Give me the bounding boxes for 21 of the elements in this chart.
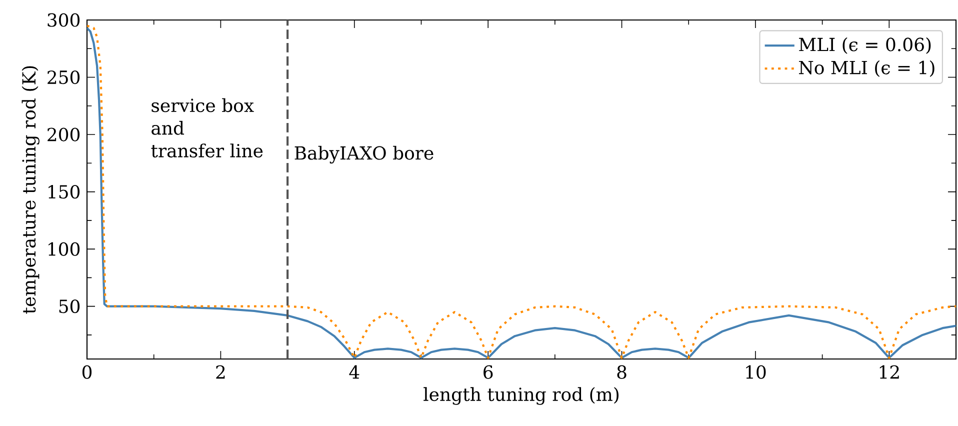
- annotation: transfer line: [151, 144, 263, 158]
- legend-label: No MLI (ϵ = 1): [799, 60, 934, 77]
- x-tick-label: 0: [82, 365, 92, 379]
- y-axis-title: temperature tuning rod (K): [22, 66, 40, 314]
- annotation: service box: [152, 98, 254, 112]
- x-tick-label: 12: [880, 365, 899, 379]
- x-tick-label: 4: [349, 365, 360, 379]
- x-axis-title: length tuning rod (m): [424, 387, 619, 405]
- ref-line-label: BabyIAXO bore: [294, 146, 434, 164]
- y-tick-label: 200: [48, 128, 80, 142]
- annotation: and: [152, 120, 184, 135]
- y-tick-label: 100: [48, 242, 80, 256]
- x-tick-label: 2: [216, 365, 225, 379]
- y-tick-label: 250: [48, 70, 80, 84]
- legend-label: MLI (ϵ = 0.06): [799, 37, 931, 54]
- y-tick-label: 50: [59, 300, 80, 314]
- x-tick-label: 10: [746, 365, 766, 379]
- y-tick-label: 150: [48, 184, 80, 199]
- y-tick-label: 300: [48, 13, 80, 27]
- x-tick-label: 8: [617, 365, 626, 379]
- x-tick-label: 6: [484, 365, 493, 379]
